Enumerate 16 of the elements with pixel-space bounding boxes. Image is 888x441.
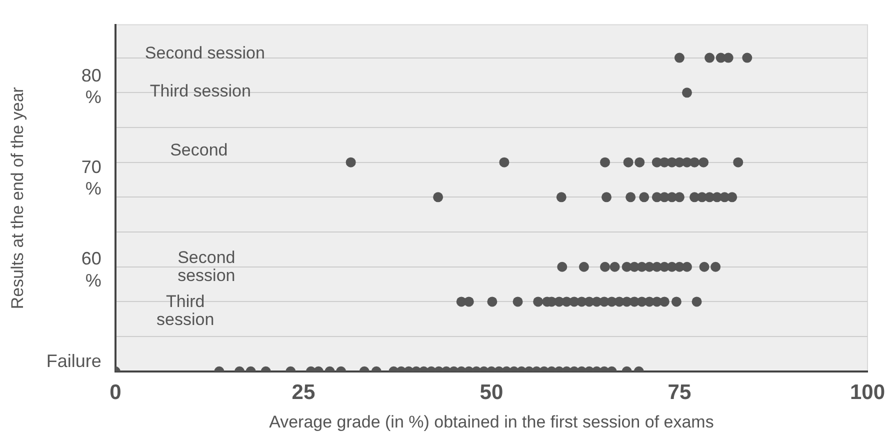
y-axis-title: Results at the end of the year [8,86,27,310]
annotation: Third session [150,81,251,100]
annotation: Second session [144,43,265,62]
x-tick-label: 75 [668,380,692,404]
annotation: Second [170,140,228,160]
annotation: Second session [178,248,236,286]
x-tick-label: 50 [480,380,504,404]
annotation: Third session [156,292,214,329]
y-tick-label: 80 % [81,65,102,107]
y-tick-label: 70 % [81,157,102,199]
x-tick-label: 0 [110,380,122,404]
y-tick-label: 60 % [81,248,102,290]
y-tick-label: Failure [46,351,102,372]
x-axis-title: Average grade (in %) obtained in the first session of exams [269,412,714,432]
x-tick-label: 25 [292,380,316,404]
x-tick-label: 100 [850,380,886,404]
